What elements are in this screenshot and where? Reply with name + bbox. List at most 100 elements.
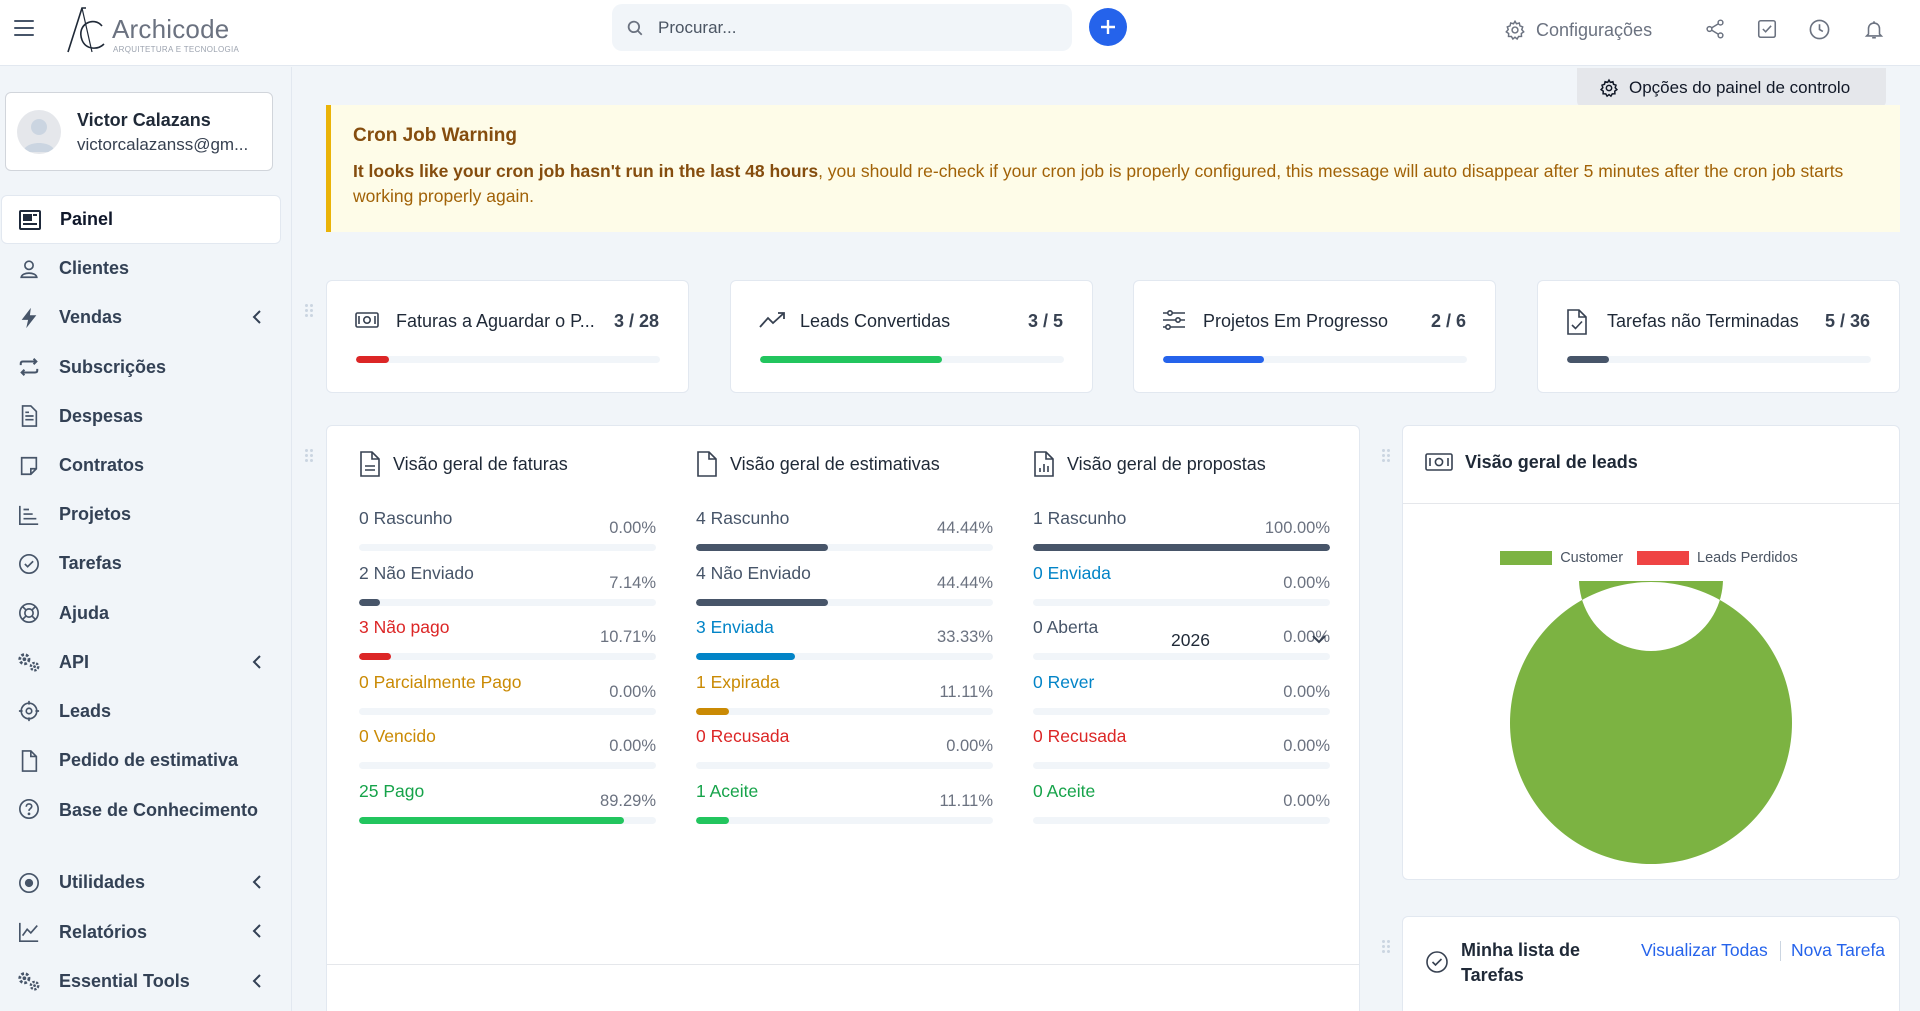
sidebar-item-projetos[interactable]: Projetos (0, 490, 292, 539)
overview-row-bar (696, 544, 993, 551)
overview-title: Visão geral de estimativas (730, 453, 940, 474)
estimates-overview-header[interactable]: Visão geral de estimativas (696, 451, 940, 477)
dashboard-options-button[interactable]: Opções do painel de controlo (1577, 68, 1886, 107)
crosshair-icon (18, 701, 40, 722)
overview-row[interactable]: 1 Rascunho 100.00% (1033, 508, 1330, 568)
settings-link[interactable]: Configurações (1504, 18, 1652, 42)
overview-row[interactable]: 0 Vencido 0.00% (359, 726, 656, 786)
sidebar-item-api[interactable]: API (0, 638, 292, 687)
overview-row-label: 1 Aceite (696, 781, 759, 801)
overview-row[interactable]: 3 Não pago 10.71% (359, 617, 656, 677)
legend-item-customer[interactable]: Customer (1500, 550, 1623, 566)
sidebar-item-label: Essential Tools (59, 970, 190, 991)
sidebar-item-despesas[interactable]: Despesas (0, 392, 292, 441)
overview-row-label: 1 Rascunho (1033, 508, 1127, 528)
stat-card-leads[interactable]: Leads Convertidas 3 / 5 (730, 280, 1093, 393)
overview-row[interactable]: 0 Rascunho 0.00% (359, 508, 656, 568)
invoices-overview-header[interactable]: Visão geral de faturas (359, 451, 568, 477)
search-input[interactable] (658, 4, 1058, 51)
overview-row[interactable]: 4 Não Enviado 44.44% (696, 563, 993, 623)
sidebar-item-subscricoes[interactable]: Subscrições (0, 343, 292, 392)
overview-row-percent: 33.33% (937, 628, 993, 647)
sidebar-item-pedido-estimativa[interactable]: Pedido de estimativa (0, 736, 292, 785)
sidebar-item-contratos[interactable]: Contratos (0, 441, 292, 490)
sliders-icon (1163, 309, 1185, 331)
overview-row[interactable]: 0 Recusada 0.00% (696, 726, 993, 786)
money-icon (1425, 453, 1453, 471)
sidebar-item-leads[interactable]: Leads (0, 687, 292, 736)
question-circle-icon (19, 799, 39, 820)
user-email: victorcalazanss@gm... (77, 135, 249, 154)
chevron-down-icon[interactable] (1311, 634, 1327, 644)
sidebar-item-relatorios[interactable]: Relatórios (0, 907, 292, 956)
chevron-left-icon (252, 875, 261, 889)
view-all-tasks-link[interactable]: Visualizar Todas (1641, 940, 1768, 960)
checkbox-icon[interactable] (1756, 18, 1778, 40)
legend-item-leads-perdidos[interactable]: Leads Perdidos (1637, 550, 1798, 566)
drag-handle[interactable] (305, 449, 317, 465)
drag-handle[interactable] (305, 304, 317, 320)
stat-progress-bar (760, 356, 1064, 363)
sidebar-item-essential-tools[interactable]: Essential Tools (0, 957, 292, 1006)
donut-slice-customer[interactable] (1510, 581, 1792, 864)
my-tasks-card: Minha lista de Tarefas Visualizar Todas … (1402, 916, 1900, 1011)
overview-row-bar (359, 707, 656, 715)
sidebar-item-tarefas[interactable]: Tarefas (0, 539, 292, 588)
sidebar-item-base-conhecimento[interactable]: Base de Conhecimento (0, 785, 292, 858)
stat-card-tasks[interactable]: Tarefas não Terminadas 5 / 36 (1537, 280, 1900, 393)
overview-row-label: 0 Vencido (359, 726, 436, 747)
overview-row-percent: 0.00% (609, 519, 656, 537)
overview-row[interactable]: 4 Rascunho 44.44% (696, 508, 993, 568)
stat-card-projects[interactable]: Projetos Em Progresso 2 / 6 (1133, 280, 1496, 393)
cogs-icon (18, 972, 40, 991)
clock-icon[interactable] (1808, 18, 1831, 41)
overview-row[interactable]: 1 Expirada 11.11% (696, 672, 993, 732)
overview-row[interactable]: 3 Enviada 33.33% (696, 617, 993, 677)
leads-overview-header: Visão geral de leads (1403, 426, 1899, 504)
sidebar-item-label: Vendas (59, 307, 123, 328)
sidebar-item-vendas[interactable]: Vendas (0, 293, 292, 342)
overview-row-bar (359, 544, 656, 551)
overview-row-percent: 0.00% (1283, 792, 1330, 810)
overview-row[interactable]: 0 Recusada 0.00% (1033, 726, 1330, 786)
bell-icon[interactable] (1863, 18, 1885, 41)
overview-row-bar (359, 817, 656, 824)
menu-toggle-icon[interactable] (14, 20, 34, 36)
overview-row-percent: 0.00% (609, 682, 656, 701)
overview-row[interactable]: 1 Aceite 11.11% (696, 781, 993, 841)
overview-row[interactable]: 0 Parcialmente Pago 0.00% (359, 672, 656, 732)
share-icon[interactable] (1704, 18, 1726, 40)
overview-row[interactable]: 0 Enviada 0.00% (1033, 563, 1330, 623)
sidebar: Victor Calazans victorcalazanss@gm... Pa… (0, 67, 292, 1011)
overview-row[interactable]: 0 Rever 0.00% (1033, 672, 1330, 732)
logo[interactable]: Archicode ARQUITETURA E TECNOLOGIA (62, 4, 262, 56)
sidebar-item-utilidades[interactable]: Utilidades (0, 858, 292, 907)
proposals-overview-header[interactable]: Visão geral de propostas (1033, 451, 1266, 477)
drag-handle[interactable] (1382, 449, 1394, 465)
overview-row-label: 4 Não Enviado (696, 562, 811, 583)
overview-row-label: 4 Rascunho (696, 508, 790, 528)
overview-row[interactable]: 2 Não Enviado 7.14% (359, 563, 656, 623)
year-select[interactable]: 2026 (1171, 630, 1210, 650)
overview-row[interactable]: 0 Aberta 0.00% (1033, 617, 1330, 677)
warning-message: It looks like your cron job hasn't run i… (353, 159, 1878, 209)
sidebar-item-ajuda[interactable]: Ajuda (0, 589, 292, 638)
overview-row-percent: 0.00% (609, 737, 656, 756)
link-separator (1780, 941, 1781, 961)
stat-card-invoices[interactable]: Faturas a Aguardar o P... 3 / 28 (326, 280, 689, 393)
overview-row[interactable]: 0 Aceite 0.00% (1033, 781, 1330, 841)
overview-footer-divider (327, 964, 1359, 965)
top-bar: Archicode ARQUITETURA E TECNOLOGIA Confi… (0, 0, 1920, 66)
overview-row-label: 0 Recusada (1033, 726, 1127, 747)
sidebar-item-clientes[interactable]: Clientes (0, 244, 292, 293)
overview-row[interactable]: 25 Pago 89.29% (359, 781, 656, 841)
sidebar-item-painel[interactable]: Painel (1, 195, 281, 245)
new-task-link[interactable]: Nova Tarefa (1791, 940, 1886, 960)
drag-handle[interactable] (1382, 940, 1394, 956)
check-circle-icon (1426, 951, 1448, 973)
overview-row-bar (1033, 762, 1330, 770)
quick-create-button[interactable] (1089, 8, 1127, 46)
user-profile-card[interactable]: Victor Calazans victorcalazanss@gm... (5, 92, 273, 171)
sidebar-item-label: Ajuda (59, 602, 110, 623)
stat-value: 3 / 28 (613, 311, 659, 331)
